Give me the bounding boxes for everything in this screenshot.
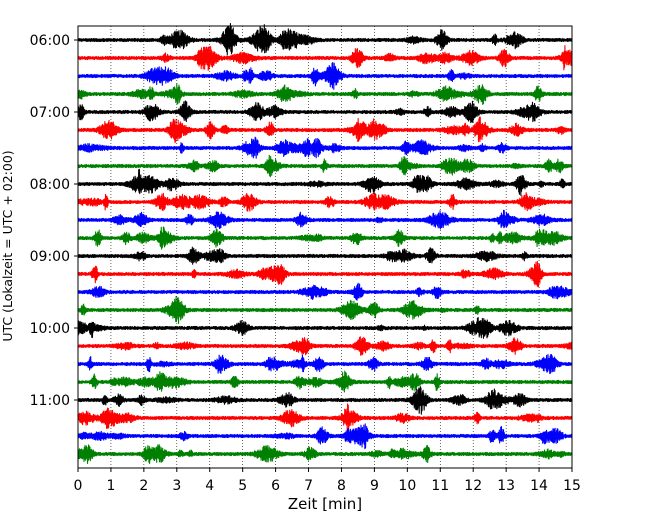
trace-line (77, 423, 573, 450)
x-axis-title: Zeit [min] (288, 495, 362, 513)
y-tick-label: 06:00 (30, 33, 70, 49)
trace-line (77, 336, 573, 356)
trace-line (77, 370, 573, 393)
x-tick-label: 10 (398, 478, 416, 494)
x-tick-label: 5 (238, 478, 247, 494)
x-tick-label: 12 (464, 478, 482, 494)
x-tick-label: 14 (530, 478, 548, 494)
trace-line (77, 226, 573, 250)
y-tick-label: 08:00 (30, 177, 70, 193)
x-axis: 0 1 2 3 4 5 6 7 8 9 10 11 12 13 14 15 (74, 468, 581, 494)
trace-line (77, 192, 573, 212)
trace-line (77, 296, 573, 325)
trace-line (77, 100, 573, 124)
y-tick-label: 07:00 (30, 105, 70, 121)
x-tick-label: 9 (370, 478, 379, 494)
trace-line (77, 136, 573, 159)
x-tick-label: 7 (304, 478, 313, 494)
x-tick-label: 2 (139, 478, 148, 494)
trace-line (77, 353, 573, 375)
x-tick-label: 6 (271, 478, 280, 494)
x-tick-label: 15 (563, 478, 581, 494)
trace-line (77, 246, 573, 265)
trace-line (77, 282, 573, 301)
trace-line (77, 444, 573, 465)
plot-frame (77, 25, 573, 469)
x-tick-label: 1 (106, 478, 115, 494)
y-axis: 06:00 07:00 08:00 09:00 10:00 11:00 (30, 33, 78, 409)
y-tick-label: 10:00 (30, 321, 70, 337)
x-tick-label: 13 (497, 478, 515, 494)
trace-line (77, 209, 573, 230)
y-tick-label: 09:00 (30, 249, 70, 265)
trace-line (77, 116, 573, 144)
trace-line (77, 62, 573, 90)
trace-line (77, 386, 573, 415)
x-tick-label: 11 (431, 478, 449, 494)
trace-group (77, 23, 573, 465)
trace-line (77, 261, 573, 288)
trace-line (77, 316, 573, 339)
trace-line (77, 403, 573, 432)
trace-line (77, 82, 573, 105)
x-tick-label: 8 (337, 478, 346, 494)
trace-line (77, 154, 573, 178)
trace-line (77, 23, 573, 56)
y-axis-title: UTC (Lokalzeit = UTC + 02:00) (0, 150, 15, 341)
y-tick-label: 11:00 (30, 393, 70, 409)
x-tick-label: 4 (205, 478, 214, 494)
x-tick-label: 3 (172, 478, 181, 494)
x-tick-label: 0 (74, 478, 83, 494)
trace-line (77, 45, 573, 71)
trace-line (77, 168, 573, 196)
